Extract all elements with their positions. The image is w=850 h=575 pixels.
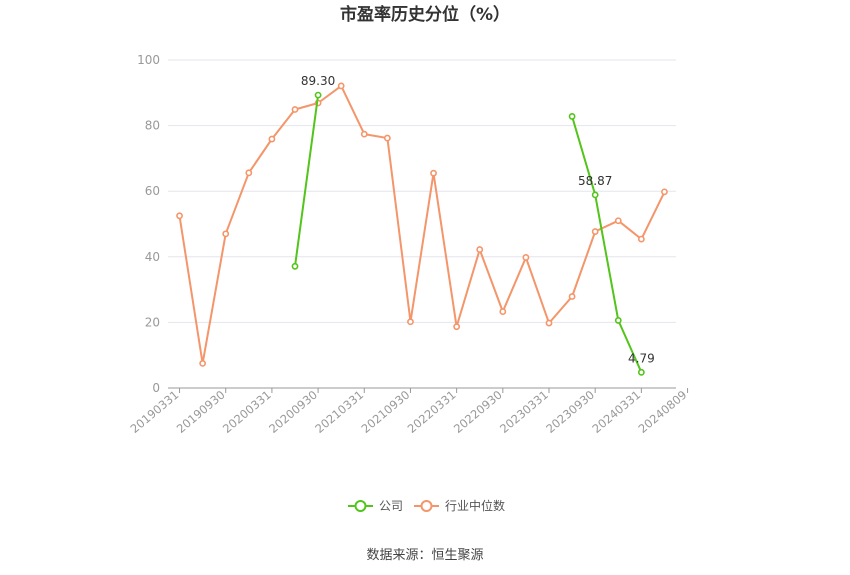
series-1-point-20220930	[499, 308, 507, 315]
series-1-point-20200331	[268, 135, 276, 143]
series-1	[176, 82, 668, 367]
series-1-point-20210930	[407, 318, 414, 326]
y-tick-label-80: 80	[145, 119, 160, 133]
series-1-point-20201231	[337, 82, 345, 90]
series-0-line-0	[294, 94, 320, 267]
y-tick-label-60: 60	[145, 184, 160, 198]
x-tick-label-20210331: 20210331	[312, 388, 366, 436]
series-1-point-20221231	[522, 254, 530, 261]
y-tick-label-40: 40	[145, 250, 160, 264]
series-group	[176, 82, 668, 376]
y-gridlines	[168, 59, 676, 323]
data-label-20230930: 58.87	[578, 174, 612, 188]
series-0	[291, 91, 645, 376]
legend-swatch-marker-1	[420, 500, 433, 512]
data-labels: 89.30 58.87 4.79	[301, 74, 655, 365]
series-1-point-20230930	[591, 228, 599, 235]
legend-label-1: 行业中位数	[445, 498, 505, 513]
x-tick-label-20220930: 20220930	[451, 388, 505, 436]
y-tick-label-0: 0	[152, 381, 160, 395]
x-tick-label-20230331: 20230331	[497, 388, 551, 436]
series-0-line-1	[571, 116, 643, 373]
series-0-point-20200630	[291, 262, 299, 270]
series-1-point-20190331	[176, 212, 183, 220]
series-1-point-20190630	[199, 359, 207, 367]
x-tick-label-20200930: 20200930	[266, 388, 320, 436]
series-0-point-20240331	[637, 368, 645, 376]
series-1-point-20190930	[222, 230, 230, 238]
legend-item-0: 公司	[348, 499, 403, 513]
legend-swatch-marker-0	[354, 500, 367, 512]
series-0-point-20230930	[591, 191, 599, 199]
x-tick-label-20240331: 20240331	[589, 388, 643, 436]
series-0-point-20200930	[314, 91, 322, 99]
series-1-point-20220630	[476, 246, 484, 253]
x-tick-label-20200331: 20200331	[220, 388, 274, 436]
series-1-point-20210331	[360, 130, 368, 138]
source-note: 数据来源：恒生聚源	[366, 548, 483, 563]
chart-title: 市盈率历史分位（%）	[340, 4, 510, 25]
x-tick-label-20190930: 20190930	[174, 388, 228, 436]
series-1-point-20230331	[545, 319, 553, 327]
legend-label-0: 公司	[379, 499, 403, 513]
series-1-point-20220331	[453, 323, 461, 331]
series-0-point-20231231	[614, 317, 622, 324]
series-1-point-20240331	[637, 235, 645, 243]
y-axis: 0 20 40 60 80 100	[137, 53, 160, 395]
series-1-point-20230630	[568, 293, 576, 300]
x-tick-label-20240809: 20240809	[636, 388, 690, 436]
x-tick-label-20230930: 20230930	[543, 388, 597, 436]
x-axis: 2019033120190930202003312020093020210331…	[128, 387, 690, 436]
y-tick-label-100: 100	[137, 53, 160, 67]
series-1-line-0	[178, 84, 666, 365]
series-0-point-20230630	[568, 113, 576, 120]
series-1-point-20200630	[291, 106, 299, 113]
series-1-point-20210630	[383, 134, 391, 142]
series-1-point-20211231	[430, 169, 437, 177]
data-label-20200930: 89.30	[301, 74, 335, 88]
series-1-point-20231231	[614, 217, 622, 225]
data-label-20240331: 4.79	[628, 351, 655, 365]
series-1-point-20191231	[245, 169, 253, 177]
x-tick-label-20220331: 20220331	[405, 388, 459, 436]
series-1-point-20240630	[661, 188, 668, 196]
x-tick-label-20210930: 20210930	[359, 388, 413, 436]
y-tick-label-20: 20	[145, 315, 160, 329]
legend: 公司 行业中位数	[348, 498, 505, 513]
legend-item-1: 行业中位数	[414, 498, 505, 513]
